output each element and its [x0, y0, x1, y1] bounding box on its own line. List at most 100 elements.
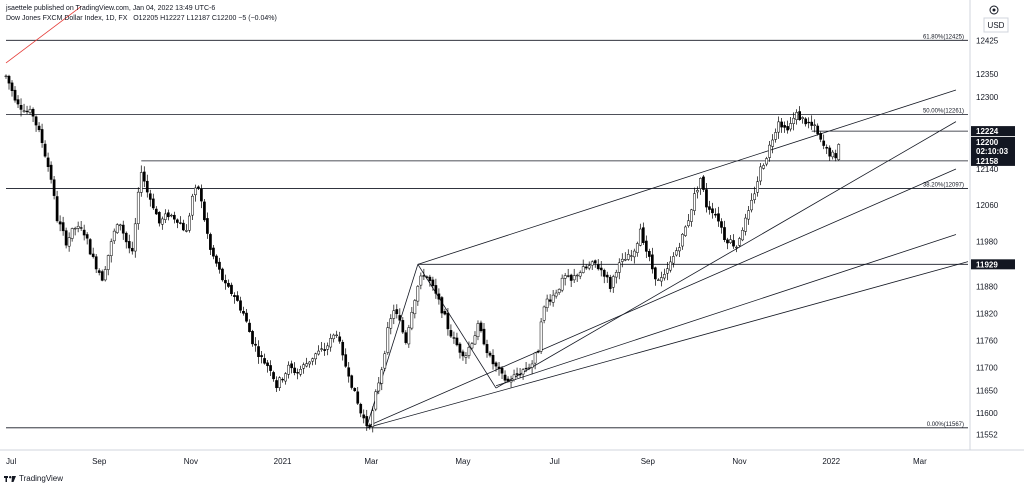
candle-body	[37, 125, 41, 131]
candle-body	[834, 153, 838, 159]
candle-body	[741, 230, 744, 241]
candle-body	[732, 240, 735, 247]
candle-body	[344, 354, 348, 367]
candle-body	[554, 292, 558, 297]
candle-body	[311, 358, 314, 362]
candle-body	[416, 286, 420, 302]
symbol-text[interactable]: Dow Jones FXCM Dollar Index, 1D, FX	[6, 15, 128, 22]
candle-body	[377, 382, 381, 392]
horizontal-levels[interactable]: 61.80%(12425) 50.00%(12261) 38.20%(12097) 0…	[6, 34, 968, 429]
candle-body	[810, 121, 814, 126]
candle-body	[317, 350, 320, 355]
candle-body	[221, 268, 224, 281]
candle-body	[55, 196, 59, 222]
trendline[interactable]	[417, 89, 957, 265]
candle-body	[644, 240, 648, 252]
trendline[interactable]	[417, 264, 497, 389]
candle-body	[347, 367, 351, 377]
candle-body	[714, 213, 717, 216]
candle-body	[482, 328, 486, 345]
candle-body	[133, 223, 137, 252]
candle-body	[371, 410, 375, 427]
symbol-line: Dow Jones FXCM Dollar Index, 1D, FX O122…	[6, 14, 277, 23]
candle-body	[611, 276, 615, 288]
candle-body	[49, 164, 53, 180]
candle-body	[813, 124, 817, 126]
candle-body	[524, 367, 528, 370]
candle-body	[227, 282, 230, 287]
y-tick-label: 12060	[976, 201, 999, 210]
candle-body	[509, 380, 513, 383]
candle-body	[206, 218, 209, 234]
candle-body	[157, 212, 161, 224]
candle-body	[326, 345, 330, 350]
candle-body	[353, 388, 357, 392]
price-tag	[971, 259, 1015, 270]
candle-body	[410, 311, 414, 329]
candle-body	[160, 218, 164, 225]
candle-body	[461, 351, 465, 357]
candle-body	[762, 165, 765, 169]
candle-body	[503, 374, 507, 381]
level-label: 0.00%(11567)	[927, 422, 964, 428]
time-axis[interactable]: Jul Sep Nov 2021 Mar May Jul Sep Nov 2022 Mar	[6, 457, 927, 466]
currency-box[interactable]: USD	[983, 17, 1009, 33]
trendline[interactable]	[495, 121, 957, 389]
candle-body	[518, 373, 522, 376]
candle-body	[506, 378, 510, 381]
candle-body	[605, 274, 609, 278]
candle-body	[717, 213, 720, 222]
candle-body	[248, 322, 251, 332]
x-tick-label: 2022	[822, 457, 840, 466]
candle-body	[572, 275, 576, 281]
candle-body	[623, 259, 627, 261]
candle-body	[230, 284, 233, 294]
candle-body	[233, 295, 236, 297]
candle-body	[527, 367, 531, 369]
candle-body	[173, 214, 176, 220]
candle-body	[88, 239, 92, 255]
candle-body	[786, 126, 789, 131]
candle-body	[765, 158, 768, 165]
candle-body	[4, 75, 8, 78]
candle-body	[290, 363, 293, 369]
candle-body	[275, 380, 278, 389]
candle-body	[323, 349, 327, 351]
candle-body	[380, 369, 384, 384]
candle-body	[52, 179, 56, 196]
candle-body	[46, 157, 50, 167]
candle-body	[197, 186, 200, 189]
trendline[interactable]	[495, 234, 957, 387]
price-axis[interactable]: 12425 12350 12300 12140 12060 11980 11880 11820…	[976, 36, 999, 439]
candle-body	[281, 378, 284, 381]
candle-body	[25, 110, 29, 113]
candle-body	[34, 116, 38, 126]
candle-body	[94, 256, 98, 270]
candle-body	[575, 274, 579, 277]
candle-body	[542, 306, 546, 321]
trendline[interactable]	[5, 6, 82, 64]
candle-body	[539, 321, 543, 352]
candles	[4, 74, 841, 433]
candle-body	[446, 312, 450, 330]
candle-body	[735, 246, 738, 249]
candle-body	[43, 143, 47, 157]
trendline[interactable]	[366, 168, 957, 427]
candle-body	[209, 234, 212, 250]
candle-body	[596, 264, 600, 270]
candle-body	[176, 219, 179, 223]
candle-body	[828, 147, 832, 157]
candle-body	[350, 375, 354, 388]
x-tick-label: Jul	[6, 457, 16, 466]
candle-body	[708, 206, 711, 210]
gear-icon[interactable]	[989, 5, 999, 15]
trendline[interactable]	[366, 261, 969, 429]
candle-body	[97, 270, 101, 273]
candle-body	[31, 108, 35, 117]
candle-body	[500, 367, 504, 374]
price-tag	[971, 136, 1015, 157]
candle-body	[654, 267, 657, 280]
candle-body	[284, 373, 287, 382]
candle-body	[386, 327, 390, 353]
